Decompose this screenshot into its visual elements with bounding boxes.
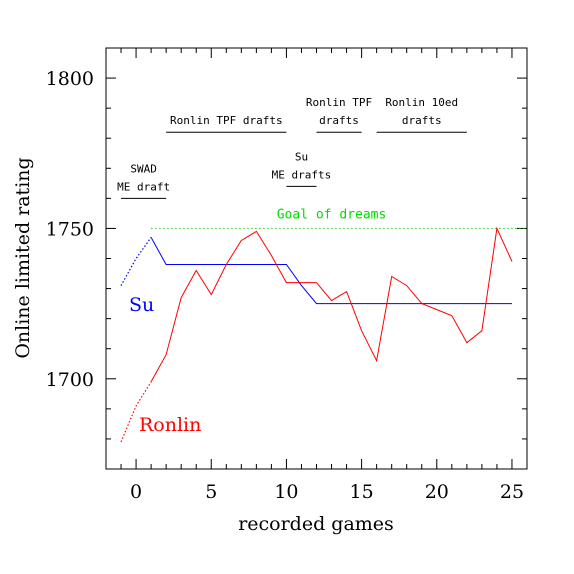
y-tick-label: 1750	[46, 218, 94, 240]
y-axis-title: Online limited rating	[12, 157, 34, 358]
annotation-label: Ronlin TPF drafts	[170, 114, 283, 127]
annotation-label: drafts	[402, 114, 442, 127]
x-tick-label: 15	[350, 481, 374, 503]
series-su-line	[150, 237, 512, 305]
goal-label: Goal of dreams	[277, 207, 387, 222]
annotation-label: SWAD	[130, 162, 157, 175]
annotation-label: drafts	[319, 114, 359, 127]
x-tick-label: 0	[130, 481, 142, 503]
series-label-ronlin: Ronlin	[139, 414, 201, 436]
series-ronlin-line	[150, 226, 513, 383]
annotation-label: Ronlin TPF	[306, 96, 372, 109]
x-tick-label: 10	[274, 481, 298, 503]
series-ronlin-dotted	[120, 381, 152, 443]
series-su-dotted	[120, 237, 152, 286]
y-tick-label: 1700	[46, 369, 94, 391]
x-tick-label: 5	[205, 481, 217, 503]
plot-frame	[105, 47, 528, 470]
series-label-su: Su	[129, 294, 154, 316]
annotation-label: Su	[295, 150, 308, 163]
y-tick-label: 1800	[46, 68, 94, 90]
axes: 0 5 10 15 20 25 1700 1750 1800	[46, 47, 528, 503]
goal-line-group: Goal of dreams	[151, 207, 527, 229]
series-group	[120, 226, 513, 443]
x-tick-label: 20	[425, 481, 449, 503]
annotation-label: Ronlin 10ed	[385, 96, 458, 109]
annotation-label: ME drafts	[272, 168, 332, 181]
x-tick-label: 25	[500, 481, 524, 503]
annotation-label: ME draft	[117, 180, 170, 193]
x-axis-title: recorded games	[238, 513, 394, 535]
annotations: SWAD ME draft Ronlin TPF drafts Su ME drafts…	[117, 96, 467, 199]
